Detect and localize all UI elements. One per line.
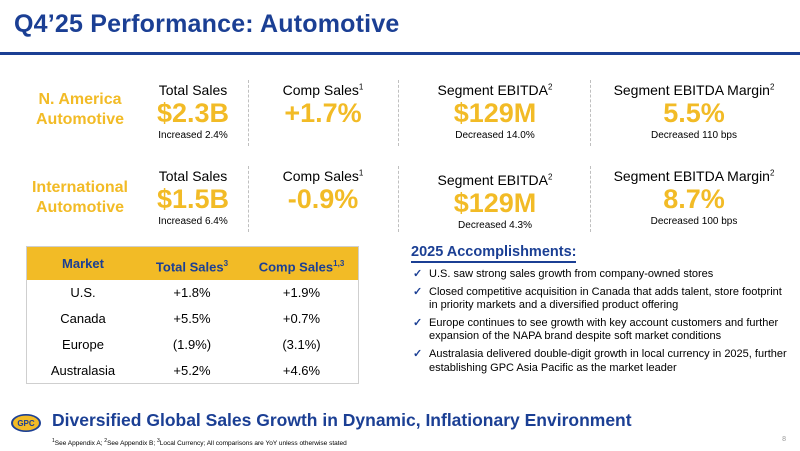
title-divider	[0, 52, 800, 55]
market-table: Market Total Sales3 Comp Sales1,3 U.S. +…	[26, 246, 359, 384]
metric-note: Decreased 14.0%	[455, 130, 535, 141]
metric-note: Decreased 110 bps	[651, 130, 737, 141]
metric-label: Segment EBITDA Margin2	[613, 168, 775, 184]
market-cell: Canada	[60, 311, 106, 326]
column-divider	[248, 80, 249, 146]
metric-note: Decreased 100 bps	[650, 216, 738, 227]
na-total-sales: Total Sales $2.3B Increased 2.4%	[146, 82, 240, 141]
list-item: ✓ Europe continues to see growth with ke…	[411, 317, 793, 344]
tagline: Diversified Global Sales Growth in Dynam…	[52, 410, 632, 430]
comp-sales-cell: +4.6%	[282, 363, 321, 378]
market-cell: U.S.	[70, 285, 96, 300]
accomplishments-list: ✓ U.S. saw strong sales growth from comp…	[411, 268, 793, 379]
metric-value: +1.7%	[284, 98, 362, 128]
na-comp-sales: Comp Sales1 +1.7%	[256, 82, 390, 128]
comp-sales-cell: (3.1%)	[282, 337, 321, 352]
metric-label: Comp Sales1	[282, 82, 364, 98]
table-header: Market Total Sales3 Comp Sales1,3	[27, 247, 358, 280]
metric-label: Segment EBITDA2	[437, 172, 553, 188]
metric-label: Total Sales	[158, 82, 228, 98]
column-divider	[590, 80, 591, 146]
na-segment-ebitda: Segment EBITDA2 $129M Decreased 14.0%	[406, 82, 584, 141]
segment-name-na: N. America Automotive	[16, 90, 144, 130]
intl-segment-ebitda: Segment EBITDA2 $129M Decreased 4.3%	[406, 172, 584, 231]
metric-note: Increased 6.4%	[158, 216, 228, 227]
total-sales-cell: (1.9%)	[172, 337, 212, 352]
metric-value: 8.7%	[663, 184, 725, 214]
metric-note: Increased 2.4%	[158, 130, 228, 141]
segment-name-line2: Automotive	[36, 199, 124, 216]
table-row: Europe (1.9%) (3.1%)	[27, 332, 358, 358]
total-sales-cell: +5.2%	[173, 363, 211, 378]
column-header-market: Market	[62, 256, 104, 271]
column-divider	[398, 80, 399, 146]
metric-value: $2.3B	[156, 98, 230, 128]
market-cell: Europe	[62, 337, 104, 352]
check-icon: ✓	[413, 268, 423, 280]
intl-total-sales: Total Sales $1.5B Increased 6.4%	[146, 168, 240, 227]
table-row: Canada +5.5% +0.7%	[27, 306, 358, 332]
intl-comp-sales: Comp Sales1 -0.9%	[256, 168, 390, 214]
total-sales-cell: +1.8%	[173, 285, 211, 300]
table-row: Australasia +5.2% +4.6%	[27, 358, 358, 384]
metric-value: -0.9%	[287, 184, 359, 214]
check-icon: ✓	[413, 347, 423, 360]
metric-value: $129M	[453, 98, 537, 128]
footnote: 1See Appendix A; 2See Appendix B; 3Local…	[52, 438, 347, 448]
metric-label: Total Sales	[158, 168, 228, 184]
metric-note: Decreased 4.3%	[458, 220, 532, 231]
list-item-text: Australasia delivered double-digit growt…	[429, 347, 787, 374]
column-divider	[590, 166, 591, 232]
na-ebitda-margin: Segment EBITDA Margin2 5.5% Decreased 11…	[596, 82, 792, 141]
table-row: U.S. +1.8% +1.9%	[27, 280, 358, 306]
segment-name-intl: International Automotive	[16, 178, 144, 218]
page-number: 8	[782, 436, 786, 443]
list-item: ✓ Closed competitive acquisition in Cana…	[411, 286, 793, 313]
gpc-logo-icon: GPC	[11, 414, 41, 432]
metric-value: $129M	[453, 188, 537, 218]
list-item-text: Europe continues to see growth with key …	[429, 316, 779, 343]
column-divider	[248, 166, 249, 232]
check-icon: ✓	[413, 316, 423, 329]
metric-label: Segment EBITDA2	[437, 82, 553, 98]
metric-value: $1.5B	[156, 184, 230, 214]
market-cell: Australasia	[50, 363, 116, 378]
segment-name-line1: International	[31, 179, 128, 196]
list-item: ✓ U.S. saw strong sales growth from comp…	[411, 268, 793, 282]
column-header-total-sales: Total Sales3	[155, 259, 229, 275]
check-icon: ✓	[413, 285, 423, 298]
list-item-text: Closed competitive acquisition in Canada…	[429, 285, 782, 312]
total-sales-cell: +5.5%	[173, 311, 211, 326]
metric-label: Comp Sales1	[282, 168, 364, 184]
metric-label: Segment EBITDA Margin2	[613, 82, 775, 98]
list-item-text: U.S. saw strong sales growth from compan…	[429, 268, 714, 280]
logo-text: GPC	[17, 419, 35, 428]
comp-sales-cell: +0.7%	[282, 311, 321, 326]
comp-sales-cell: +1.9%	[282, 285, 321, 300]
column-header-comp-sales: Comp Sales1,3	[258, 259, 345, 275]
metric-value: 5.5%	[663, 98, 725, 128]
intl-ebitda-margin: Segment EBITDA Margin2 8.7% Decreased 10…	[596, 168, 792, 227]
page-title: Q4’25 Performance: Automotive	[14, 10, 400, 38]
list-item: ✓ Australasia delivered double-digit gro…	[411, 348, 793, 375]
segment-name-line2: Automotive	[36, 111, 124, 128]
segment-name-line1: N. America	[38, 91, 122, 108]
accomplishments-title: 2025 Accomplishments:	[411, 244, 577, 263]
column-divider	[398, 166, 399, 232]
